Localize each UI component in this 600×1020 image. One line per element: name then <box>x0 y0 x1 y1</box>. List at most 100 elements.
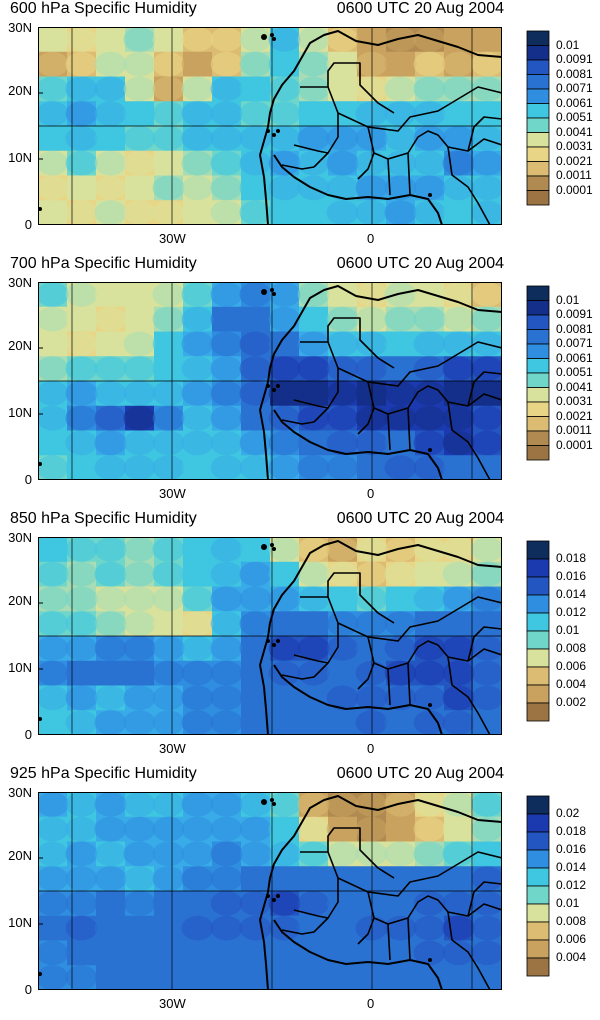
humidity-contour-blob <box>210 430 243 456</box>
colorbar-box <box>526 849 550 869</box>
humidity-contour-blob <box>355 915 388 941</box>
humidity-contour-blob <box>355 430 388 456</box>
humidity-contour-blob <box>268 792 301 817</box>
humidity-contour-blob <box>384 586 417 612</box>
humidity-contour-blob <box>181 891 214 916</box>
country-border <box>357 152 375 180</box>
y-tick-label: 10N <box>8 405 32 420</box>
humidity-contour-blob <box>210 405 243 431</box>
island-marker <box>428 703 432 707</box>
humidity-contour-blob <box>384 965 417 990</box>
humidity-contour-blob <box>297 405 330 431</box>
colorbar-label: 0.01 <box>556 896 580 910</box>
humidity-contour-blob <box>442 430 475 456</box>
humidity-contour-blob <box>413 816 446 842</box>
island-marker <box>261 34 267 40</box>
humidity-contour-blob <box>210 150 243 176</box>
colorbar-box <box>526 416 550 432</box>
colorbar-boxes <box>526 30 550 206</box>
colorbar-label: 0.0021 <box>556 408 593 423</box>
humidity-contour-blob <box>38 126 69 151</box>
island-marker <box>272 802 276 806</box>
humidity-contour-blob <box>355 965 388 990</box>
humidity-contour-blob <box>268 27 301 52</box>
humidity-contour-blob <box>355 101 388 126</box>
humidity-contour-blob <box>152 537 185 562</box>
humidity-contour-blob <box>94 282 127 307</box>
humidity-contour-blob <box>268 841 301 867</box>
humidity-contour-blob <box>384 175 417 201</box>
humidity-contour-blob <box>297 891 330 916</box>
humidity-contour-blob <box>181 331 214 357</box>
humidity-contour-blob <box>297 537 330 562</box>
humidity-contour-blob <box>326 537 359 562</box>
humidity-contour-blob <box>94 586 127 612</box>
humidity-contour-blob <box>123 660 156 686</box>
humidity-contour-blob <box>355 76 388 102</box>
humidity-contour-blob <box>442 965 475 990</box>
humidity-contour-blob <box>442 405 475 431</box>
humidity-contour-blob <box>297 356 330 381</box>
island-marker <box>272 388 276 392</box>
coastline <box>273 154 443 225</box>
humidity-contour-blob <box>65 27 98 52</box>
colorbar-box <box>526 59 550 75</box>
humidity-contour-blob <box>442 306 475 332</box>
humidity-contour-blob <box>442 175 475 201</box>
country-border <box>467 371 502 407</box>
humidity-map <box>38 27 502 225</box>
humidity-contour-blob <box>442 126 475 151</box>
humidity-contour-blob <box>94 430 127 456</box>
country-border <box>467 626 502 662</box>
country-border <box>300 317 395 369</box>
humidity-contour-blob <box>355 660 388 686</box>
humidity-contour-blob <box>442 685 475 711</box>
humidity-contour-blob <box>210 891 243 916</box>
humidity-contour-blob <box>268 200 301 225</box>
humidity-contour-blob <box>210 356 243 381</box>
coastline <box>259 30 502 225</box>
humidity-contour-blob <box>123 306 156 332</box>
humidity-contour-blob <box>123 792 156 817</box>
humidity-contour-blob <box>355 356 388 381</box>
colorbar-box <box>526 314 550 330</box>
humidity-contour-blob <box>38 282 69 307</box>
humidity-contour-blob <box>326 455 359 480</box>
humidity-contour-blob <box>152 866 185 891</box>
humidity-map-panel-925: 925 hPa Specific Humidity 0600 UTC 20 Au… <box>0 765 600 1020</box>
humidity-contour-blob <box>152 175 185 201</box>
humidity-contour-blob <box>181 455 214 480</box>
island-marker <box>272 898 276 902</box>
humidity-contour-blob <box>413 636 446 661</box>
humidity-contour-blob <box>123 611 156 636</box>
humidity-contour-blob <box>297 660 330 686</box>
humidity-contour-blob <box>413 306 446 332</box>
humidity-contour-blob <box>210 455 243 480</box>
humidity-contour-blob <box>239 816 272 842</box>
humidity-contour-blob <box>239 866 272 891</box>
humidity-contour-blob <box>268 561 301 587</box>
humidity-contour-blob <box>94 51 127 77</box>
country-border <box>327 851 502 897</box>
humidity-contour-blob <box>94 27 127 52</box>
country-border <box>407 152 411 196</box>
humidity-contour-blob <box>268 356 301 381</box>
humidity-contour-blob <box>355 51 388 77</box>
humidity-contour-blob <box>326 611 359 636</box>
humidity-contour-blob <box>181 381 214 406</box>
x-tick-label: 30W <box>159 486 186 501</box>
colorbar-box <box>526 648 550 668</box>
humidity-contour-blob <box>38 306 69 332</box>
country-border <box>467 116 502 152</box>
humidity-contour-blob <box>442 660 475 686</box>
humidity-contour-blob <box>413 51 446 77</box>
humidity-contour-blob <box>239 455 272 480</box>
humidity-contour-blob <box>442 150 475 176</box>
colorbar-box <box>526 88 550 104</box>
x-tick-label: 0 <box>367 996 375 1011</box>
colorbar-box <box>526 146 550 162</box>
humidity-contour-blob <box>239 792 272 817</box>
humidity-contour-blob <box>442 331 475 357</box>
colorbar-label: 0.014 <box>556 860 587 874</box>
colorbar-label: 0.0011 <box>556 168 592 182</box>
